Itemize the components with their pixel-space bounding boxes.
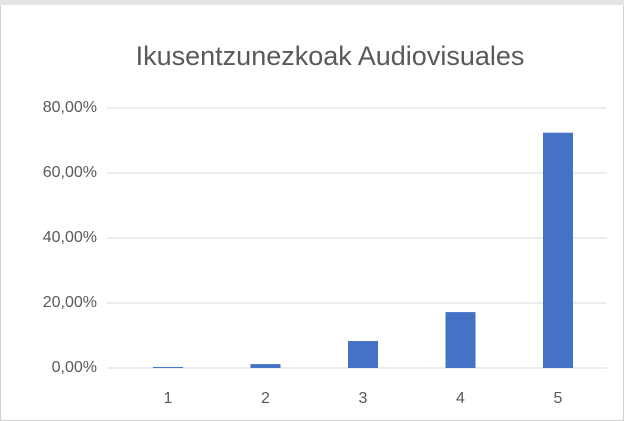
- x-tick-label: 5: [554, 390, 563, 407]
- x-tick-label: 3: [359, 390, 368, 407]
- top-strip: [0, 0, 624, 5]
- bar: [445, 312, 476, 368]
- y-tick-label: 40,00%: [43, 229, 97, 246]
- y-tick-label: 80,00%: [43, 99, 97, 116]
- bar: [153, 367, 183, 368]
- x-tick-label: 2: [261, 390, 270, 407]
- x-tick-label: 4: [456, 390, 465, 407]
- bar: [543, 132, 573, 368]
- bar: [348, 341, 378, 368]
- x-tick-label: 1: [164, 390, 173, 407]
- y-tick-label: 60,00%: [43, 164, 97, 181]
- y-tick-label: 20,00%: [43, 294, 97, 311]
- bar: [250, 364, 281, 368]
- y-tick-label: 0,00%: [52, 359, 97, 376]
- chart-title: Ikusentzunezkoak Audiovisuales: [136, 41, 525, 71]
